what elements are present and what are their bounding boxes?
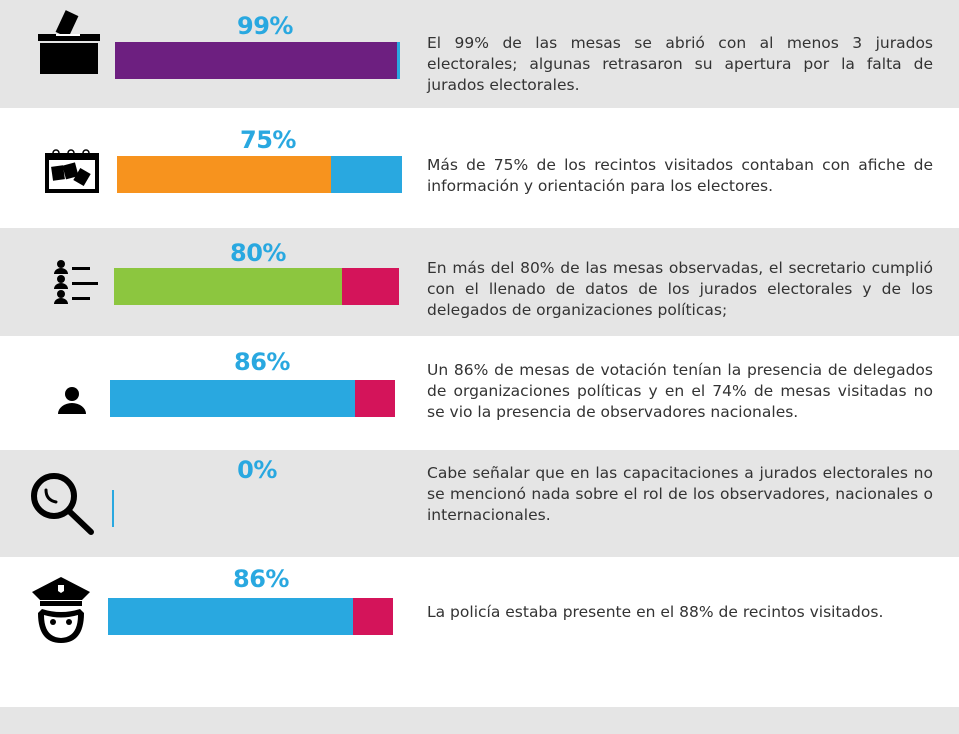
bar-remainder [355, 380, 395, 417]
person-icon [58, 387, 86, 414]
bar-fill [112, 490, 114, 527]
bar [115, 42, 400, 79]
bar-remainder [397, 42, 400, 79]
bar-remainder [353, 598, 393, 635]
ballot-box-icon [38, 10, 100, 74]
percent-label: 86% [233, 565, 289, 593]
percent-label: 0% [237, 456, 277, 484]
row-band [0, 450, 959, 557]
magnifier-icon [31, 473, 94, 535]
bar-fill [117, 156, 331, 193]
bar [108, 598, 393, 635]
percent-label: 99% [237, 12, 293, 40]
bar-fill [114, 268, 342, 305]
row-description: Cabe señalar que en las capacitaciones a… [427, 464, 933, 524]
bar-fill [115, 42, 398, 79]
percent-label: 86% [234, 348, 290, 376]
footer-band [0, 707, 959, 734]
bar [110, 380, 395, 417]
row-description: El 99% de las mesas se abrió con al meno… [427, 34, 933, 94]
row-description: La policía estaba presente en el 88% de … [427, 603, 884, 621]
row-description: Un 86% de mesas de votación tenían la pr… [427, 361, 933, 421]
bar [117, 156, 402, 193]
poster-icon [45, 149, 99, 193]
user-list-icon [54, 260, 98, 304]
percent-label: 80% [230, 239, 286, 267]
bar-fill [110, 380, 356, 417]
bar-fill [108, 598, 354, 635]
bar [114, 268, 399, 305]
police-icon [32, 577, 90, 643]
bar [112, 490, 397, 527]
row-description: En más del 80% de las mesas observadas, … [427, 259, 933, 319]
bar-remainder [342, 268, 399, 305]
percent-label: 75% [240, 126, 296, 154]
row-description: Más de 75% de los recintos visitados con… [427, 156, 933, 195]
bar-remainder [330, 156, 402, 193]
